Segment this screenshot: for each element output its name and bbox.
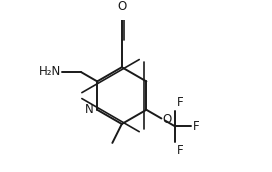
Text: N: N <box>85 103 93 116</box>
Text: H₂N: H₂N <box>38 66 61 78</box>
Text: O: O <box>162 113 171 126</box>
Text: F: F <box>177 96 183 109</box>
Text: O: O <box>117 0 126 13</box>
Text: F: F <box>192 120 199 133</box>
Text: F: F <box>177 144 183 157</box>
